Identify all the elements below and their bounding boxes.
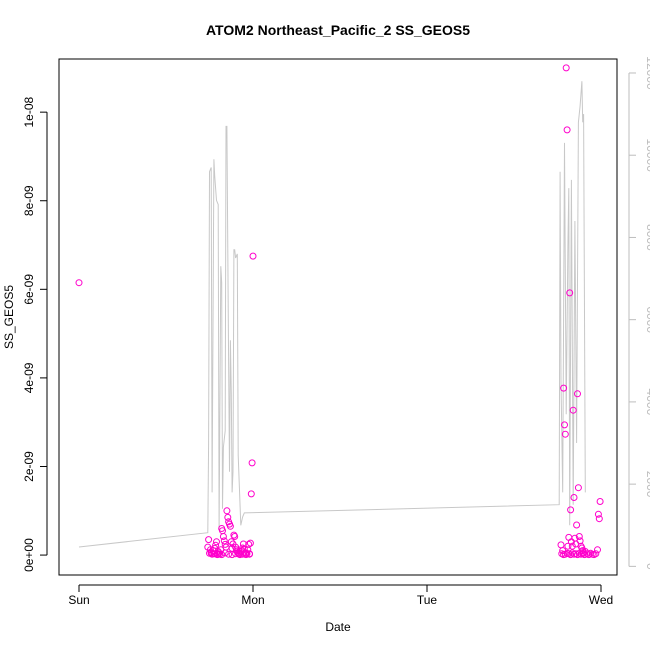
scatter-point-99 <box>594 546 601 554</box>
scatter-point-102 <box>596 498 604 505</box>
scatter-point-19 <box>219 533 227 540</box>
right-tick-label-6: 12000 <box>644 56 650 90</box>
scatter-point-83 <box>573 521 581 529</box>
scatter-point-98 <box>592 550 600 558</box>
scatter-point-28 <box>227 538 235 546</box>
plot-layer: 0e+00 2e-09 4e-09 6e-09 8e-09 1e-08 0 2000 4000 6… <box>22 56 650 607</box>
left-tick-label-2: 4e-09 <box>22 362 36 393</box>
right-tick-label-0: 0 <box>644 563 650 570</box>
scatter-point-50 <box>246 539 254 547</box>
scatter-point-64 <box>242 549 250 557</box>
scatter-point-116 <box>581 551 588 559</box>
scatter-point-80 <box>570 494 578 501</box>
scatter-point-23 <box>223 507 231 515</box>
scatter-point-55 <box>211 550 219 558</box>
series-line <box>78 81 586 548</box>
scatter-point-2 <box>205 536 213 544</box>
scatter-point-86 <box>575 533 583 540</box>
scatter-point-100 <box>594 510 602 518</box>
x-axis-label: Date <box>325 620 351 634</box>
bottom-tick-label-0: Sun <box>68 593 89 607</box>
right-tick-label-2: 4000 <box>644 389 650 416</box>
scatter-point-72 <box>563 126 571 134</box>
scatter-point-46 <box>243 550 251 558</box>
scatter-point-51 <box>247 490 255 498</box>
scatter-point-68 <box>560 384 568 392</box>
scatter-point-79 <box>569 406 577 414</box>
scatter-point-11 <box>213 538 220 546</box>
scatter-point-71 <box>562 64 570 72</box>
right-tick-label-3: 6000 <box>644 306 650 333</box>
scatter-point-56 <box>214 550 222 558</box>
bottom-tick-label-1: Mon <box>241 593 264 607</box>
bottom-tick-label-3: Wed <box>589 593 613 607</box>
scatter-point-84 <box>574 390 581 398</box>
scatter-point-10 <box>212 541 220 549</box>
scatter-point-76 <box>567 506 575 514</box>
scatter-point-87 <box>576 537 584 545</box>
scatter-point-0 <box>75 279 83 287</box>
scatter-point-108 <box>567 551 575 559</box>
left-tick-label-0: 0e+00 <box>22 538 36 572</box>
scatter-point-32 <box>231 533 239 540</box>
scatter-point-75 <box>566 289 574 297</box>
left-tick-label-4: 8e-09 <box>22 185 36 216</box>
left-tick-label-1: 2e-09 <box>22 451 36 482</box>
bottom-tick-label-2: Tue <box>417 593 438 607</box>
scatter-point-101 <box>595 515 603 523</box>
scatter-point-59 <box>225 550 233 558</box>
right-tick-label-1: 2000 <box>644 471 650 498</box>
scatter-point-27 <box>226 522 234 530</box>
scatter-point-85 <box>574 484 582 492</box>
scatter-point-63 <box>239 550 247 558</box>
scatter-point-62 <box>235 549 243 557</box>
scatter-point-61 <box>232 550 240 558</box>
scatter-point-70 <box>561 430 569 438</box>
scatter-point-78 <box>568 542 576 550</box>
scatter-point-57 <box>218 551 226 559</box>
scatter-point-69 <box>561 421 568 429</box>
scatter-point-31 <box>230 531 238 539</box>
scatter-point-112 <box>574 551 581 559</box>
plot-frame <box>58 58 618 576</box>
left-tick-label-5: 1e-08 <box>22 96 36 127</box>
scatter-point-60 <box>228 551 236 559</box>
chart-title: ATOM2 Northeast_Pacific_2 SS_GEOS5 <box>206 22 470 38</box>
scatter-point-73 <box>564 542 572 550</box>
scatter-point-24 <box>224 513 232 521</box>
scatter-point-54 <box>207 549 215 557</box>
scatter-point-20 <box>220 537 228 545</box>
scatter-point-42 <box>239 540 247 548</box>
scatter-point-65 <box>246 550 253 558</box>
left-tick-label-3: 6e-09 <box>22 274 36 305</box>
right-tick-label-5: 10000 <box>644 139 650 173</box>
scatter-point-53 <box>249 252 257 260</box>
scatter-point-48 <box>245 540 253 548</box>
scatter-point-52 <box>248 459 256 467</box>
y-axis-label: SS_GEOS5 <box>2 285 16 349</box>
scatter-point-58 <box>221 549 229 557</box>
right-tick-label-4: 8000 <box>644 224 650 251</box>
scatter-point-77 <box>567 538 575 546</box>
